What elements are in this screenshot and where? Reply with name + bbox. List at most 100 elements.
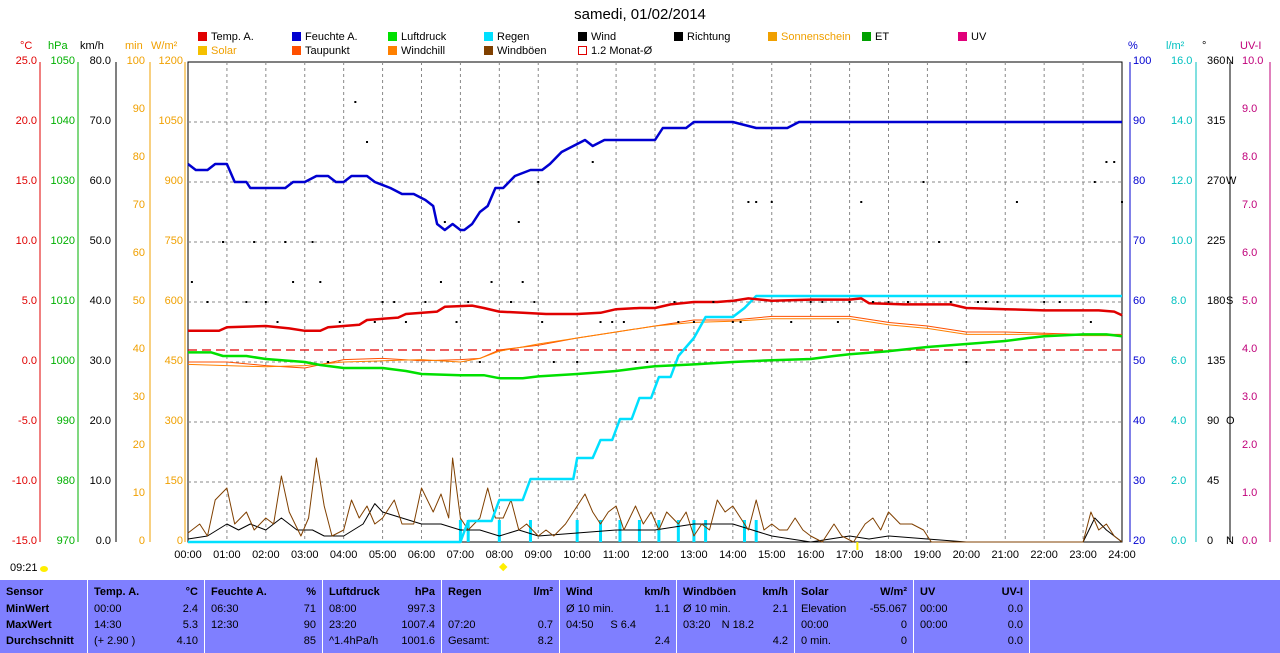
direction-point bbox=[490, 281, 493, 283]
direction-point bbox=[977, 301, 980, 303]
legend-label: Wind bbox=[591, 31, 617, 43]
y-tick-deg: 45 bbox=[1207, 475, 1220, 487]
stats-header-label: Solar bbox=[801, 586, 829, 598]
stats-value: 0.0 bbox=[1007, 635, 1023, 647]
marks-layer bbox=[190, 101, 1123, 572]
y-tick-temp: 25.0 bbox=[15, 55, 37, 67]
stats-row bbox=[442, 601, 559, 617]
rain-bar bbox=[458, 520, 462, 542]
stats-row: 06:30 71 bbox=[205, 601, 322, 617]
y-tick-min: 40 bbox=[132, 343, 145, 355]
direction-point bbox=[190, 281, 193, 283]
x-tick-label: 19:00 bbox=[913, 549, 942, 561]
direction-point bbox=[591, 161, 594, 163]
direction-point bbox=[439, 281, 442, 283]
stats-value: 2.4 bbox=[182, 603, 198, 615]
rain-bar bbox=[618, 520, 622, 542]
direction-point bbox=[848, 301, 851, 303]
direction-point bbox=[510, 301, 513, 303]
direction-point bbox=[677, 321, 680, 323]
weather-chart bbox=[39, 61, 1271, 572]
y-tick-hpa: 1000 bbox=[50, 355, 75, 367]
y-tick-hpa: 1020 bbox=[50, 235, 75, 247]
y-tick-kmh: 40.0 bbox=[89, 295, 111, 307]
series-wind bbox=[187, 503, 1123, 543]
stats-row: MaxWert bbox=[0, 617, 87, 633]
stats-header-label: Sensor bbox=[6, 586, 44, 598]
direction-point bbox=[576, 361, 579, 363]
stats-cell: Durchschnitt bbox=[6, 635, 74, 647]
direction-point bbox=[611, 321, 614, 323]
stats-cell: 07:20 bbox=[448, 619, 476, 631]
direction-point bbox=[949, 301, 952, 303]
y-tick-deg: 225 bbox=[1207, 235, 1226, 247]
direction-point bbox=[373, 321, 376, 323]
y-tick-temp: 15.0 bbox=[15, 175, 37, 187]
y-tick-kmh: 80.0 bbox=[89, 55, 111, 67]
series-temp-a- bbox=[188, 297, 1123, 333]
direction-point bbox=[393, 301, 396, 303]
stats-cell: 00:00 bbox=[920, 603, 948, 615]
y-tick-deg: 270 bbox=[1207, 175, 1226, 187]
y-tick-min: 100 bbox=[126, 55, 145, 67]
y-tick-uvi: 5.0 bbox=[1242, 295, 1258, 307]
stats-cell: N 18.2 bbox=[721, 619, 754, 631]
direction-point bbox=[887, 301, 890, 303]
sunrise-marker bbox=[498, 562, 508, 572]
legend-label: Feuchte A. bbox=[305, 31, 358, 43]
stats-row: 03:20 N 18.2 bbox=[677, 617, 794, 633]
y-tick-deg: 135 bbox=[1207, 355, 1226, 367]
stats-cell: 23:20 bbox=[329, 619, 357, 631]
y-tick-temp: -15.0 bbox=[11, 535, 37, 547]
legend-swatch bbox=[484, 46, 493, 55]
y-tick-min: 10 bbox=[132, 487, 145, 499]
stats-value: 0.0 bbox=[1007, 603, 1023, 615]
stats-row: 23:20 1007.4 bbox=[323, 617, 441, 633]
direction-point bbox=[692, 321, 695, 323]
stats-column: UV UV-I 00:00 0.0 00:00 0.0 0.0 bbox=[914, 580, 1030, 653]
direction-point bbox=[443, 221, 446, 223]
direction-point bbox=[654, 301, 656, 303]
y-tick-temp: -5.0 bbox=[18, 415, 37, 427]
stats-cell: 03:20 bbox=[683, 619, 711, 631]
y-tick-hpa: 990 bbox=[56, 415, 75, 427]
y-tick-uvi: 1.0 bbox=[1242, 487, 1258, 499]
x-tick-label: 00:00 bbox=[174, 549, 202, 561]
stats-value: 1007.4 bbox=[401, 619, 435, 631]
y-tick-wm2: 1200 bbox=[158, 55, 183, 67]
legend-item: Taupunkt bbox=[292, 44, 350, 58]
y-tick-pct: 20 bbox=[1133, 535, 1146, 547]
stats-header: Luftdruck hPa bbox=[323, 584, 441, 600]
direction-point bbox=[1058, 301, 1061, 303]
y-tick-dir: W bbox=[1226, 175, 1237, 187]
y-tick-dir: N bbox=[1226, 535, 1234, 547]
direction-point bbox=[467, 301, 470, 303]
legend-swatch bbox=[388, 32, 397, 41]
stats-value: 2.4 bbox=[654, 635, 670, 647]
direction-point bbox=[860, 201, 863, 203]
stats-header-label: Feuchte A. bbox=[211, 586, 267, 598]
stats-value: 0 bbox=[900, 635, 907, 647]
direction-point bbox=[984, 301, 987, 303]
legend-swatch bbox=[578, 32, 587, 41]
y-tick-lm2: 10.0 bbox=[1171, 235, 1193, 247]
y-tick-lm2: 16.0 bbox=[1171, 55, 1193, 67]
stats-panel: Sensor MinWert MaxWert Durchschnitt Temp. A.… bbox=[0, 580, 1280, 653]
stats-value: -55.067 bbox=[869, 603, 907, 615]
legend-swatch bbox=[198, 32, 207, 41]
axis-unit-uvi: UV-I bbox=[1240, 40, 1262, 52]
legend-swatch bbox=[292, 32, 301, 41]
direction-point bbox=[284, 241, 287, 243]
y-tick-wm2: 750 bbox=[164, 235, 183, 247]
y-tick-min: 50 bbox=[132, 295, 145, 307]
direction-point bbox=[354, 101, 357, 103]
stats-row: 00:00 2.4 bbox=[88, 601, 204, 617]
legend-label: Windchill bbox=[401, 45, 446, 57]
x-tick-label: 22:00 bbox=[1030, 549, 1058, 561]
stats-row: 85 bbox=[205, 633, 322, 649]
y-tick-dir: S bbox=[1226, 295, 1234, 307]
x-tick-label: 21:00 bbox=[991, 549, 1020, 561]
direction-point bbox=[311, 241, 314, 243]
y-tick-lm2: 8.0 bbox=[1171, 295, 1187, 307]
stats-row: 04:50 S 6.4 bbox=[560, 617, 676, 633]
